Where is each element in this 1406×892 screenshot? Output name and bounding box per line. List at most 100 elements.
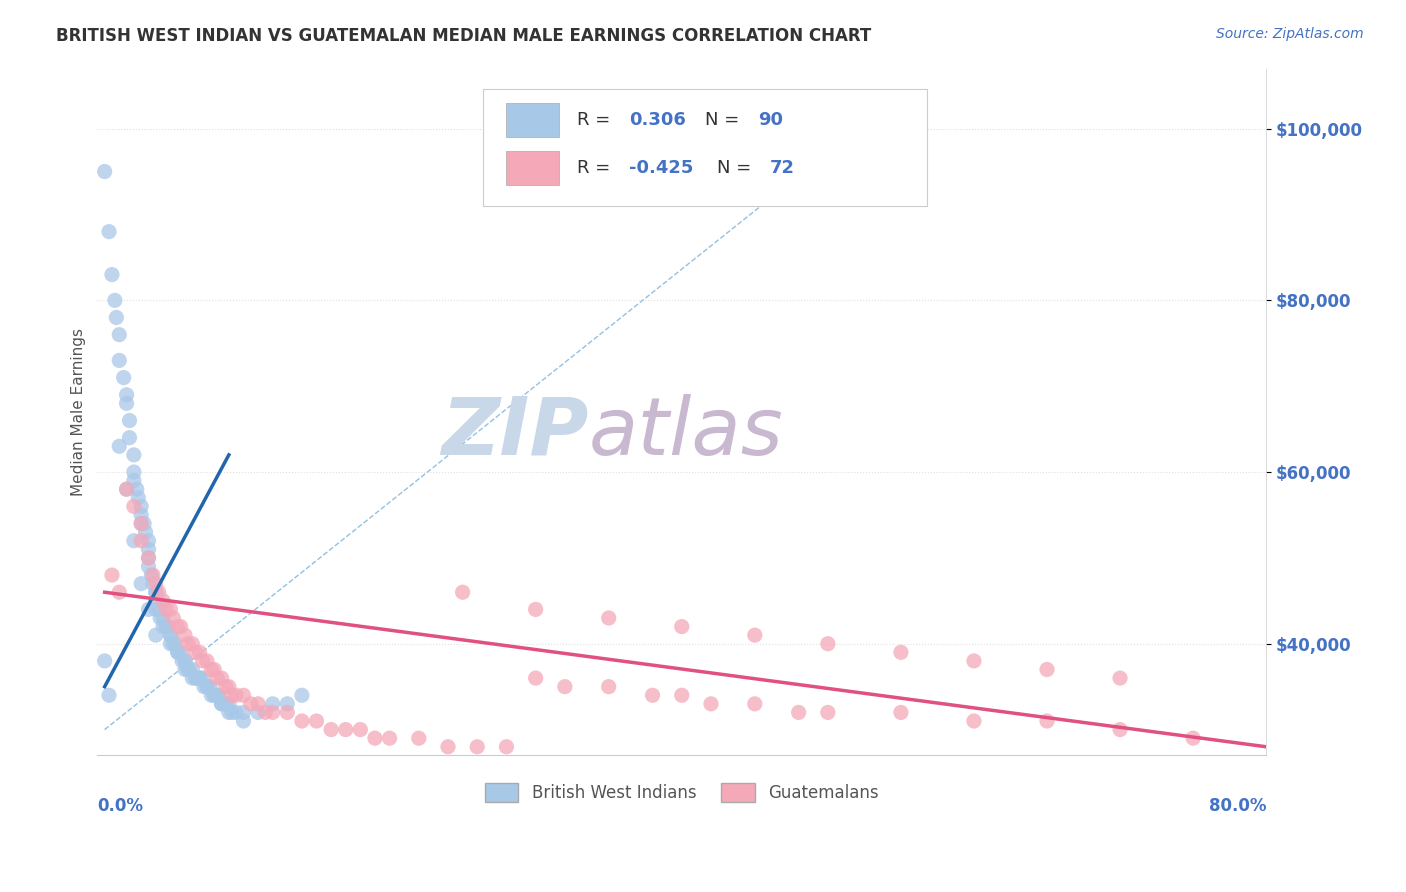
- Point: [138, 559, 160, 574]
- Text: R =: R =: [576, 111, 616, 129]
- Point: [174, 628, 197, 642]
- Text: ZIP: ZIP: [441, 393, 588, 472]
- Point: [225, 706, 247, 720]
- Point: [127, 491, 149, 505]
- Point: [145, 585, 167, 599]
- Point: [93, 164, 115, 178]
- Point: [364, 731, 387, 746]
- Point: [155, 619, 177, 633]
- Point: [195, 680, 218, 694]
- Point: [155, 602, 177, 616]
- Text: R =: R =: [576, 159, 616, 178]
- Point: [218, 697, 240, 711]
- Text: -0.425: -0.425: [628, 159, 693, 178]
- Point: [122, 500, 145, 514]
- Point: [218, 706, 240, 720]
- Point: [205, 671, 228, 685]
- Point: [177, 663, 200, 677]
- Point: [262, 706, 284, 720]
- Point: [214, 697, 236, 711]
- Point: [159, 637, 181, 651]
- Point: [129, 576, 152, 591]
- Point: [188, 671, 211, 685]
- Point: [125, 482, 148, 496]
- Point: [200, 688, 222, 702]
- Point: [202, 688, 225, 702]
- Text: N =: N =: [717, 159, 756, 178]
- Point: [184, 645, 207, 659]
- Point: [291, 714, 314, 728]
- Point: [108, 585, 131, 599]
- Point: [202, 688, 225, 702]
- Point: [174, 654, 197, 668]
- Point: [129, 533, 152, 548]
- Point: [93, 654, 115, 668]
- Point: [598, 611, 620, 625]
- Point: [671, 688, 693, 702]
- Point: [105, 310, 128, 325]
- Point: [159, 628, 181, 642]
- Point: [163, 637, 186, 651]
- Point: [254, 706, 277, 720]
- Point: [177, 637, 200, 651]
- Point: [181, 637, 204, 651]
- Text: N =: N =: [706, 111, 745, 129]
- FancyBboxPatch shape: [484, 89, 927, 206]
- Text: 80.0%: 80.0%: [1209, 797, 1267, 814]
- Point: [104, 293, 127, 308]
- Text: 72: 72: [769, 159, 794, 178]
- Point: [159, 602, 181, 616]
- Point: [641, 688, 664, 702]
- Point: [101, 568, 124, 582]
- Point: [451, 585, 474, 599]
- Point: [98, 225, 121, 239]
- Point: [193, 680, 215, 694]
- Point: [787, 706, 810, 720]
- Point: [207, 688, 229, 702]
- Point: [211, 697, 233, 711]
- Point: [166, 619, 188, 633]
- Point: [118, 413, 141, 427]
- Point: [138, 550, 160, 565]
- Point: [138, 533, 160, 548]
- Point: [598, 680, 620, 694]
- Point: [335, 723, 357, 737]
- Point: [200, 663, 222, 677]
- Point: [112, 370, 135, 384]
- Point: [232, 706, 254, 720]
- Point: [156, 619, 179, 633]
- Point: [744, 697, 766, 711]
- Point: [188, 671, 211, 685]
- Point: [162, 611, 184, 625]
- Point: [890, 706, 912, 720]
- Point: [172, 654, 194, 668]
- Point: [122, 533, 145, 548]
- Point: [205, 688, 228, 702]
- Point: [218, 680, 240, 694]
- Point: [169, 619, 191, 633]
- Point: [122, 448, 145, 462]
- Point: [291, 688, 314, 702]
- Point: [148, 602, 170, 616]
- Point: [179, 663, 201, 677]
- Point: [524, 602, 547, 616]
- Point: [1036, 714, 1059, 728]
- Point: [115, 388, 138, 402]
- Point: [276, 706, 298, 720]
- Point: [225, 688, 247, 702]
- Point: [1182, 731, 1205, 746]
- Point: [174, 663, 197, 677]
- Point: [247, 706, 270, 720]
- Point: [184, 671, 207, 685]
- Point: [524, 671, 547, 685]
- Point: [122, 474, 145, 488]
- Point: [159, 628, 181, 642]
- Point: [138, 602, 160, 616]
- Point: [148, 585, 170, 599]
- Point: [169, 645, 191, 659]
- Point: [115, 396, 138, 410]
- Point: [108, 353, 131, 368]
- Point: [349, 723, 371, 737]
- Point: [1109, 723, 1132, 737]
- Point: [247, 697, 270, 711]
